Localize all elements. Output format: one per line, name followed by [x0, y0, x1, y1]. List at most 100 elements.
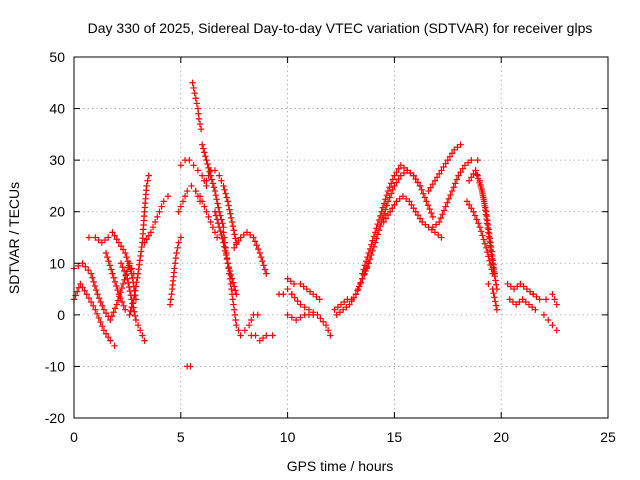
x-axis-label: GPS time / hours: [287, 458, 394, 474]
y-tick-label: -20: [45, 410, 65, 426]
data-point: [473, 216, 480, 223]
data-point: [151, 218, 159, 226]
data-point: [354, 287, 361, 294]
y-axis-tick-labels: -20 -10 0 10 20 30 40 50: [45, 49, 65, 426]
data-point: [139, 332, 146, 339]
data-point: [339, 306, 347, 313]
data-point: [105, 258, 112, 265]
data-point: [108, 312, 116, 320]
data-point: [442, 160, 449, 167]
data-point: [202, 153, 209, 160]
data-point: [231, 231, 238, 238]
data-point: [245, 321, 253, 329]
data-point: [93, 310, 101, 318]
data-point: [104, 334, 112, 341]
data-point: [111, 232, 118, 239]
data-point: [482, 207, 489, 214]
data-point: [124, 258, 132, 265]
data-point: [334, 303, 341, 311]
data-point: [256, 249, 264, 257]
data-point: [553, 327, 560, 334]
data-point: [214, 220, 222, 227]
data-point: [488, 266, 495, 273]
data-point: [125, 279, 132, 287]
data-point: [484, 224, 491, 232]
data-point: [416, 215, 424, 222]
data-point: [476, 177, 484, 184]
data-point: [452, 180, 459, 187]
data-point: [225, 202, 232, 209]
data-point: [493, 281, 500, 288]
data-point: [206, 168, 213, 175]
data-point: [445, 195, 453, 203]
data-point: [407, 169, 414, 177]
data-point: [120, 267, 128, 275]
data-point: [461, 162, 469, 169]
data-point: [389, 176, 396, 183]
data-point: [287, 278, 295, 285]
data-point: [188, 182, 195, 190]
data-point: [363, 258, 370, 265]
data-point: [167, 296, 175, 303]
data-point: [451, 146, 458, 154]
data-point: [512, 301, 520, 308]
data-point: [218, 177, 225, 184]
data-point: [221, 234, 228, 241]
data-point: [156, 208, 163, 215]
data-point: [485, 253, 492, 260]
data-point: [316, 296, 323, 303]
data-point: [346, 301, 353, 308]
data-point: [544, 316, 552, 324]
data-point: [359, 270, 366, 277]
data-point: [375, 216, 383, 224]
data-point: [459, 165, 466, 172]
data-point: [87, 298, 95, 306]
data-point: [109, 270, 116, 277]
data-point: [177, 234, 184, 241]
data-point: [255, 245, 262, 253]
data-point: [119, 263, 126, 271]
data-point: [198, 172, 206, 179]
data-point: [211, 229, 219, 236]
data-point: [468, 174, 475, 181]
data-point: [225, 265, 232, 272]
data-point: [310, 311, 317, 319]
data-point: [118, 284, 126, 292]
data-point: [207, 218, 214, 226]
data-point: [136, 257, 144, 264]
data-point: [201, 149, 208, 156]
data-point: [438, 167, 445, 174]
data-point: [233, 241, 240, 248]
data-point: [147, 229, 155, 236]
data-point: [125, 283, 133, 291]
data-point: [551, 296, 558, 303]
data-point: [542, 296, 550, 303]
data-point: [404, 167, 411, 174]
data-point: [233, 321, 240, 329]
data-point: [224, 198, 231, 205]
data-point: [352, 291, 360, 298]
data-point: [81, 287, 88, 294]
data-point: [402, 195, 410, 203]
data-point: [212, 212, 220, 219]
data-point: [227, 210, 234, 217]
data-point: [127, 266, 134, 273]
data-point: [437, 214, 445, 222]
data-point: [427, 184, 434, 191]
data-point: [324, 327, 332, 334]
data-point: [446, 153, 454, 160]
data-point: [251, 238, 259, 245]
x-tick-label: 15: [387, 429, 403, 445]
data-point: [223, 194, 230, 201]
data-point: [216, 223, 223, 231]
data-point: [209, 180, 217, 187]
data-point: [380, 218, 387, 226]
data-point: [391, 172, 398, 179]
data-point: [317, 315, 324, 322]
data-point: [473, 171, 481, 178]
data-point: [137, 252, 144, 260]
data-point: [141, 239, 148, 246]
data-point: [410, 172, 417, 179]
data-point: [241, 327, 249, 334]
